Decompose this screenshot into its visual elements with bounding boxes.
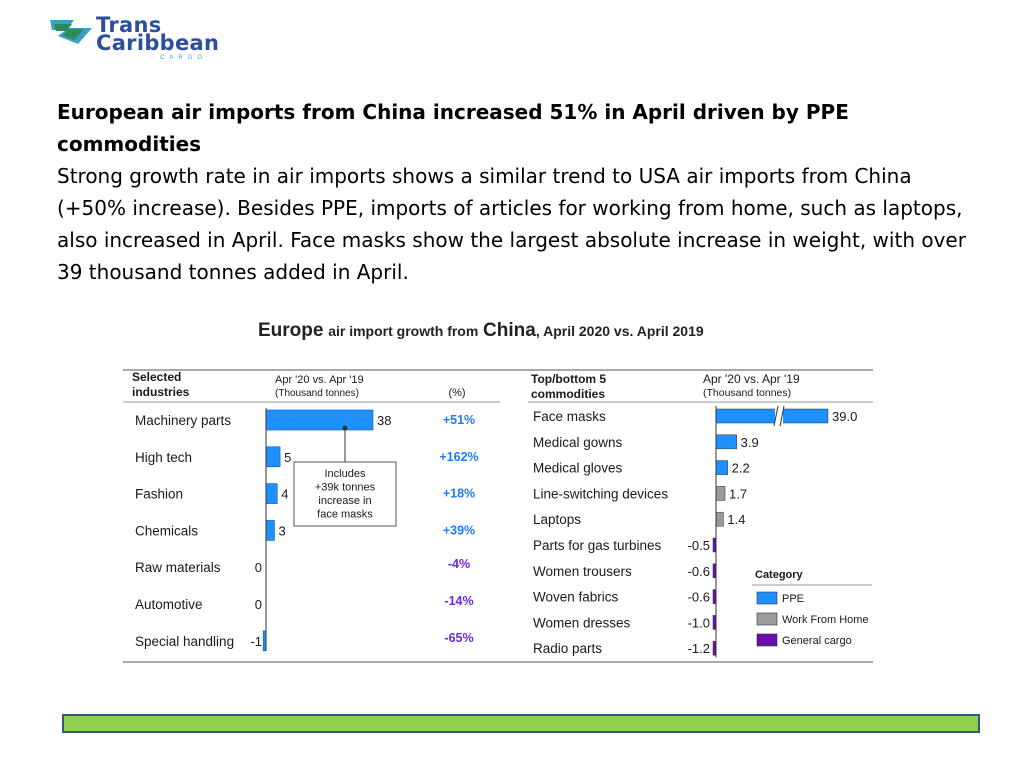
left-category-label: Fashion	[135, 487, 183, 502]
left-percent-label: +39%	[443, 523, 475, 537]
axis-break-mark	[779, 405, 785, 427]
left-bar	[265, 483, 278, 504]
left-header-line2: industries	[132, 385, 190, 399]
left-percent-label: +162%	[439, 450, 478, 464]
chart-title-region: Europe	[258, 320, 324, 341]
annotation-box	[293, 461, 397, 527]
right-bar	[715, 460, 728, 475]
left-percent-label: -14%	[444, 594, 473, 608]
left-header-mid-line2: (Thousand tonnes)	[275, 388, 359, 399]
legend-title: Category	[755, 569, 804, 581]
left-bar	[265, 520, 275, 541]
left-category-label: Automotive	[135, 597, 203, 612]
left-percent-label: -65%	[444, 631, 473, 645]
chart-title-mid: air import growth from	[328, 323, 479, 339]
annotation-text: increase in	[318, 495, 371, 507]
left-value-label: 4	[281, 487, 288, 502]
annotation-text: +39k tonnes	[315, 482, 376, 494]
right-header-line2: commodities	[531, 387, 605, 401]
chart-title-tail: , April 2020 vs. April 2019	[535, 323, 704, 339]
right-bar	[715, 486, 726, 501]
left-category-label: Machinery parts	[135, 413, 231, 428]
chart-title: Europe air import growth from China, Apr…	[258, 320, 704, 342]
left-value-label: 0	[255, 560, 262, 575]
footer-bar	[62, 714, 980, 733]
legend-swatch	[756, 633, 778, 647]
legend-label: Work From Home	[782, 614, 869, 626]
right-value-label: 1.7	[729, 486, 747, 501]
right-value-label: -0.6	[688, 564, 710, 579]
logo-arrows-icon	[50, 20, 92, 44]
annotation-text: Includes	[325, 468, 366, 480]
left-category-label: Special handling	[135, 634, 234, 649]
left-value-label: 38	[377, 413, 391, 428]
left-category-label: High tech	[135, 450, 192, 465]
right-value-label: -1.2	[688, 641, 710, 656]
left-percent-label: -4%	[448, 557, 470, 571]
logo-text-trans: Trans	[96, 13, 162, 37]
right-bar	[715, 434, 737, 450]
left-bar	[265, 446, 281, 468]
left-value-label: 3	[278, 523, 285, 538]
right-category-label: Face masks	[533, 409, 606, 424]
left-category-label: Raw materials	[135, 560, 221, 575]
left-percent-label: +51%	[443, 413, 475, 427]
legend-label: PPE	[782, 593, 804, 605]
right-category-label: Radio parts	[533, 641, 602, 656]
right-category-label: Medical gowns	[533, 435, 623, 450]
left-value-label: -1	[250, 634, 262, 649]
left-percent-label: +18%	[443, 487, 475, 501]
left-value-label: 0	[255, 597, 262, 612]
chart-title-country: China	[483, 320, 536, 341]
left-header-pct: (%)	[448, 387, 465, 399]
left-value-label: 5	[284, 450, 291, 465]
right-header-mid-line2: (Thousand tonnes)	[703, 387, 791, 399]
headline-title: European air imports from China increase…	[57, 100, 849, 156]
right-value-label: 1.4	[727, 512, 745, 527]
legend-label: General cargo	[782, 635, 852, 647]
right-category-label: Laptops	[533, 512, 581, 527]
right-category-label: Medical gloves	[533, 461, 623, 476]
logo-text-cargo: CARGO	[160, 55, 208, 61]
right-category-label: Line-switching devices	[533, 486, 668, 501]
right-value-label: -1.0	[688, 615, 710, 630]
legend-swatch	[756, 591, 778, 605]
logo-text-caribbean: Caribbean	[96, 31, 220, 55]
right-value-label: -0.5	[688, 538, 710, 553]
left-header-mid-line1: Apr '20 vs. Apr '19	[275, 374, 364, 386]
right-value-label: 3.9	[741, 435, 759, 450]
axis-break-mark	[773, 405, 779, 427]
right-category-label: Parts for gas turbines	[533, 538, 662, 553]
headline-body: Strong growth rate in air imports shows …	[57, 164, 966, 284]
right-bar	[715, 511, 724, 527]
right-header-mid-line1: Apr '20 vs. Apr '19	[703, 372, 800, 386]
right-category-label: Women trousers	[533, 564, 632, 579]
annotation-dot	[342, 425, 348, 431]
axis-break-gap	[775, 407, 783, 425]
left-header-line1: Selected	[132, 370, 181, 384]
company-logo: Trans Caribbean CARGO	[48, 13, 248, 61]
right-value-label: 39.0	[832, 409, 857, 424]
right-category-label: Women dresses	[533, 615, 631, 630]
right-header-line1: Top/bottom 5	[531, 372, 606, 386]
right-category-label: Woven fabrics	[533, 590, 619, 605]
right-value-label: 2.2	[732, 461, 750, 476]
right-bar	[715, 408, 829, 424]
annotation-text: face masks	[317, 509, 373, 521]
headline-block: European air imports from China increase…	[57, 96, 977, 288]
left-bar	[265, 409, 374, 431]
legend-swatch	[756, 612, 778, 626]
left-category-label: Chemicals	[135, 523, 198, 538]
right-value-label: -0.6	[688, 590, 710, 605]
